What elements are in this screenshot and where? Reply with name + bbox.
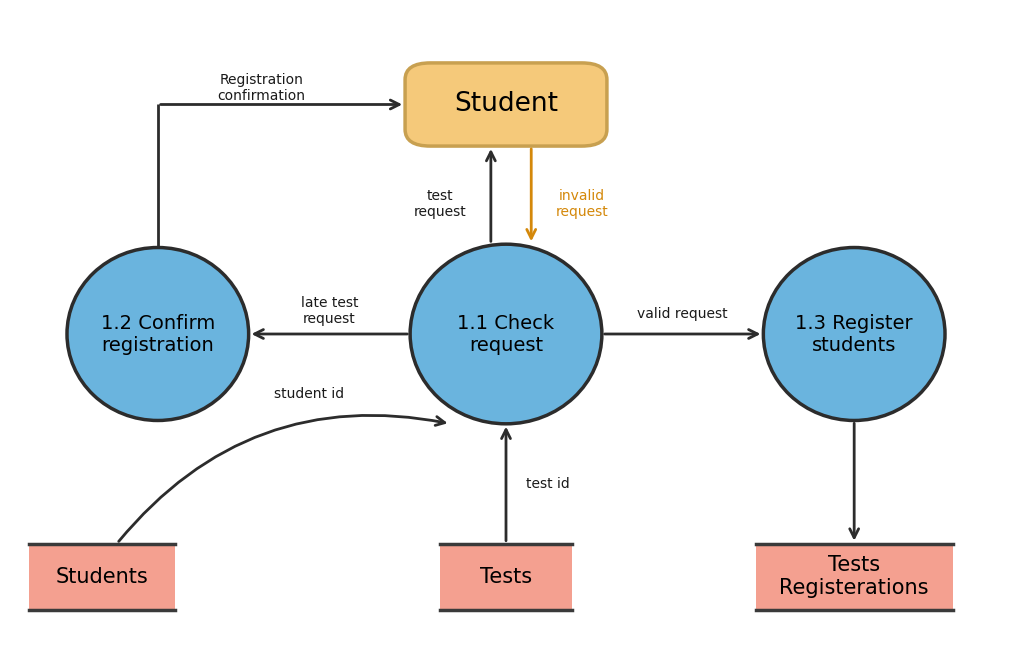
Text: invalid
request: invalid request xyxy=(555,189,608,219)
Ellipse shape xyxy=(67,248,249,420)
Text: test id: test id xyxy=(526,477,569,491)
Bar xyxy=(29,544,175,610)
Text: Students: Students xyxy=(56,567,149,587)
Ellipse shape xyxy=(409,244,602,424)
Text: 1.1 Check
request: 1.1 Check request xyxy=(457,313,554,355)
FancyBboxPatch shape xyxy=(404,63,607,146)
Text: 1.3 Register
students: 1.3 Register students xyxy=(795,313,912,355)
Text: Registration
confirmation: Registration confirmation xyxy=(217,73,305,103)
Text: late test
request: late test request xyxy=(300,296,358,326)
Text: 1.2 Confirm
registration: 1.2 Confirm registration xyxy=(100,313,214,355)
Text: student id: student id xyxy=(274,387,344,401)
Bar xyxy=(755,544,951,610)
Text: Student: Student xyxy=(454,92,557,118)
Text: valid request: valid request xyxy=(637,307,727,321)
Text: Tests
Registerations: Tests Registerations xyxy=(778,555,928,599)
Text: Tests: Tests xyxy=(479,567,532,587)
Ellipse shape xyxy=(762,248,944,420)
Text: test
request: test request xyxy=(413,189,466,219)
Bar xyxy=(440,544,571,610)
